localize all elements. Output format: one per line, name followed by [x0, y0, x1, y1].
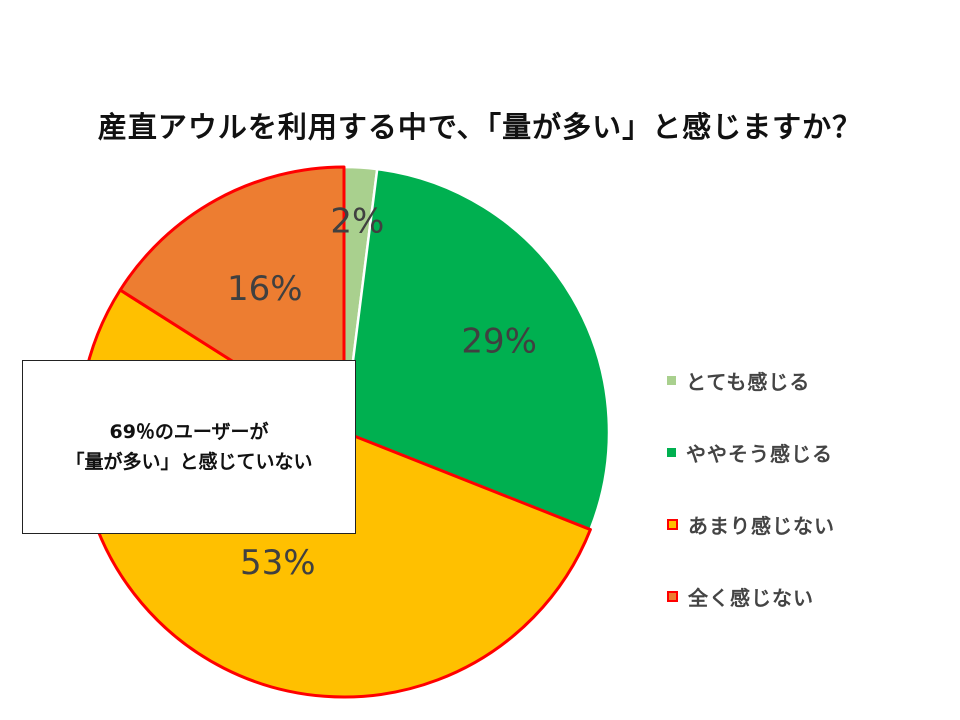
legend-swatch-3	[667, 519, 678, 530]
legend-swatch-2	[667, 448, 676, 457]
legend-item-4: 全く感じない	[667, 582, 814, 611]
slice-2	[342, 167, 611, 531]
callout-line-2: 「量が多い」と感じていない	[65, 451, 313, 473]
data-label-2: 29%	[461, 321, 537, 361]
data-label-3: 53%	[240, 543, 316, 583]
callout-line-1: 69％のユーザーが	[109, 421, 269, 443]
legend-label-3: あまり感じない	[688, 514, 835, 538]
legend-swatch-4	[667, 591, 678, 602]
legend-label-4: 全く感じない	[688, 586, 814, 610]
callout-box: 69％のユーザーが 「量が多い」と感じていない	[22, 360, 356, 534]
legend-item-2: ややそう感じる	[667, 438, 833, 467]
legend-label-2: ややそう感じる	[686, 442, 833, 466]
legend-item-1: とても感じる	[667, 366, 810, 395]
data-label-4: 16%	[227, 269, 303, 309]
legend-item-3: あまり感じない	[667, 510, 835, 539]
pie-data-labels: 2% 29% 53% 16%	[227, 201, 537, 582]
legend-swatch-1	[667, 376, 676, 385]
legend-label-1: とても感じる	[686, 370, 811, 394]
chart-title: 産直アウルを利用する中で、「量が多い」と感じますか？	[97, 110, 863, 144]
data-label-1: 2%	[330, 201, 384, 241]
